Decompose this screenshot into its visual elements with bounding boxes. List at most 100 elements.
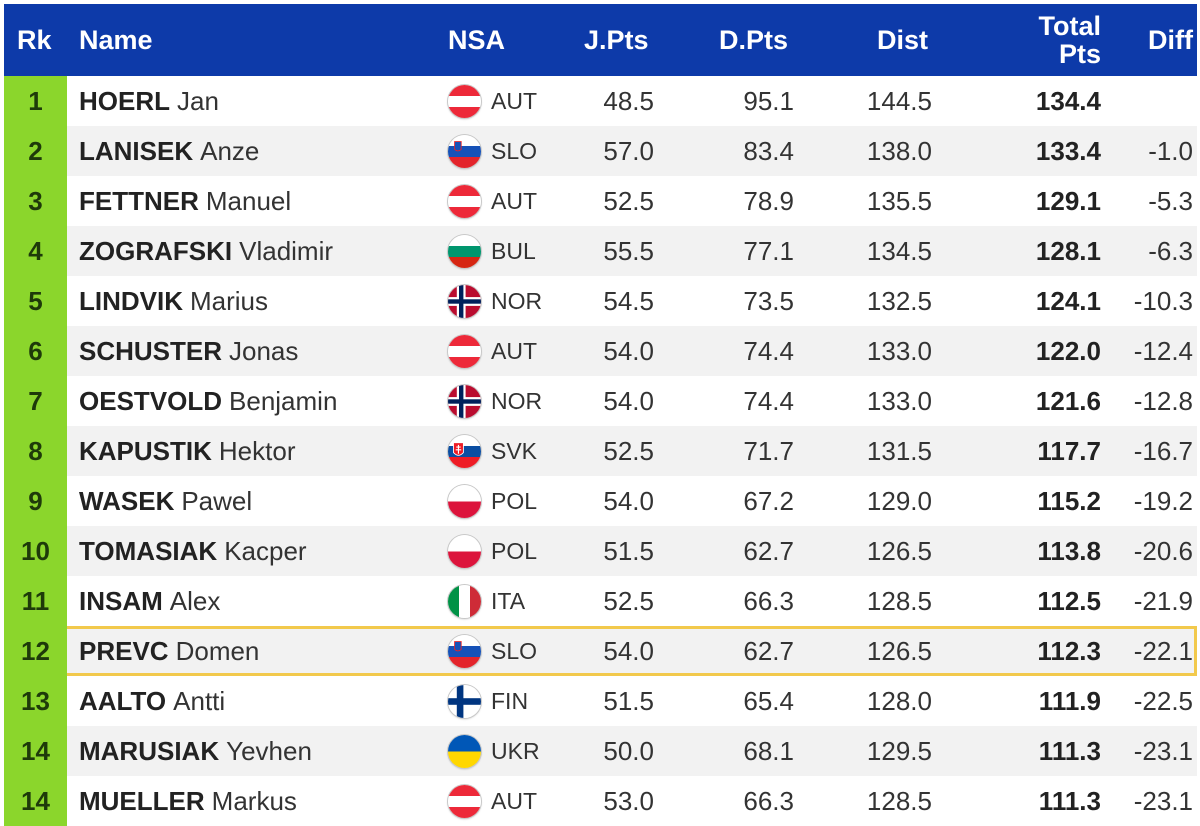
table-row[interactable]: 1 HOERL Jan AUT 48.5 95.1 144.5 134.4 xyxy=(4,76,1197,126)
nsa-code: POL xyxy=(491,537,538,564)
diff: -22.1 xyxy=(1133,635,1193,666)
total-points: 111.3 xyxy=(1038,735,1101,766)
athlete-name[interactable]: LINDVIK Marius xyxy=(79,276,268,326)
header-distance[interactable]: Dist xyxy=(877,24,929,55)
total-points: 117.7 xyxy=(1037,435,1101,466)
athlete-name[interactable]: SCHUSTER Jonas xyxy=(79,326,298,376)
athlete-last-name: LANISEK xyxy=(79,135,194,166)
table-row[interactable]: 4 ZOGRAFSKI Vladimir BUL 55.5 77.1 134.5 128.1-… xyxy=(4,226,1197,276)
athlete-first-name: Alex xyxy=(169,585,221,616)
rank-cell: 10 xyxy=(4,526,67,576)
athlete-name[interactable]: INSAM Alex xyxy=(79,576,220,626)
diff: -6.3 xyxy=(1148,235,1193,266)
header-name[interactable]: Name xyxy=(79,24,153,55)
table-row[interactable]: 9 WASEK Pawel POL 54.0 67.2 129.0 115.2 -19.2 xyxy=(4,476,1197,526)
athlete-last-name: TOMASIAK xyxy=(79,535,218,566)
header-rank[interactable]: Rk xyxy=(17,24,52,55)
table-row[interactable]: 11 INSAM Alex ITA 52.5 66.3 128.5 112.5 -21.9 xyxy=(4,576,1197,626)
athlete-last-name: ZOGRAFSKI xyxy=(79,235,233,266)
total-points: 115.2 xyxy=(1037,485,1101,516)
athlete-last-name: OESTVOLD xyxy=(79,385,223,416)
distance-points: 74.4 xyxy=(743,385,794,416)
header-total-points[interactable]: Total Pts xyxy=(1039,4,1102,76)
total-points: 112.3 xyxy=(1037,635,1101,666)
athlete-name[interactable]: WASEK Pawel xyxy=(79,476,252,526)
distance-points: 73.5 xyxy=(743,285,794,316)
athlete-first-name: Vladimir xyxy=(239,235,334,266)
athlete-name[interactable]: HOERL Jan xyxy=(79,76,219,126)
table-row[interactable]: 14 MUELLER Markus AUT 53.0 66.3 128.5 111.3 -23.… xyxy=(4,776,1197,826)
distance: 138.0 xyxy=(866,135,932,166)
jump-points: 54.0 xyxy=(603,335,654,366)
nsa-code: AUT xyxy=(491,187,537,214)
table-row[interactable]: 2 LANISEK Anze SLO 57.0 83.4 138.0 133.4 -1.0 xyxy=(4,126,1197,176)
distance: 126.5 xyxy=(866,635,932,666)
table-row[interactable]: 5 LINDVIK Marius NOR 54.5 73.5 132.5 124.1 -10.3 xyxy=(4,276,1197,326)
jump-points: 55.5 xyxy=(603,235,654,266)
athlete-name[interactable]: AALTO Antti xyxy=(79,676,225,726)
table-row[interactable]: 14 MARUSIAK Yevhen UKR 50.0 68.1 129.5 111.3 -23… xyxy=(4,726,1197,776)
jump-points: 52.5 xyxy=(603,585,654,616)
header-diff[interactable]: Diff xyxy=(1148,24,1193,55)
table-row[interactable]: 3 FETTNER Manuel AUT 52.5 78.9 135.5 129.1 -5.3 xyxy=(4,176,1197,226)
table-row[interactable]: 10 TOMASIAK Kacper POL 51.5 62.7 126.5 113.8 -20… xyxy=(4,526,1197,576)
athlete-name[interactable]: MARUSIAK Yevhen xyxy=(79,726,312,776)
athlete-name[interactable]: FETTNER Manuel xyxy=(79,176,291,226)
diff: -10.3 xyxy=(1133,285,1193,316)
total-points: 111.3 xyxy=(1038,785,1101,816)
total-points: 134.4 xyxy=(1035,85,1101,116)
header-total-line1: Total xyxy=(1038,11,1102,41)
nsa-code: NOR xyxy=(491,387,543,414)
table-row[interactable]: 13 AALTO Antti FIN 51.5 65.4 128.0 111.9 -22.5 xyxy=(4,676,1197,726)
results-table: Rk Name NSA J.Pts D.Pts Dist Total Pts D… xyxy=(4,4,1197,826)
distance: 128.0 xyxy=(866,685,932,716)
athlete-first-name: Kacper xyxy=(224,535,307,566)
athlete-name[interactable]: PREVC Domen xyxy=(79,626,259,676)
rank-cell: 3 xyxy=(4,176,67,226)
jump-points: 54.0 xyxy=(603,385,654,416)
athlete-first-name: Antti xyxy=(173,685,226,716)
distance: 135.5 xyxy=(866,185,932,216)
table-row[interactable]: 12 PREVC Domen SLO 54.0 62.7 126.5 112.3 -22.1 xyxy=(4,626,1197,676)
nsa-code: AUT xyxy=(491,87,537,114)
rank-cell: 14 xyxy=(4,726,67,776)
nsa-code: AUT xyxy=(491,787,537,814)
norway-flag-icon xyxy=(448,284,481,318)
athlete-name[interactable]: OESTVOLD Benjamin xyxy=(79,376,337,426)
diff: -23.1 xyxy=(1133,735,1193,766)
athlete-name[interactable]: KAPUSTIK Hektor xyxy=(79,426,295,476)
austria-flag-icon xyxy=(448,784,481,818)
jump-points: 52.5 xyxy=(603,185,654,216)
athlete-last-name: WASEK xyxy=(79,485,175,516)
table-row[interactable]: 7 OESTVOLD Benjamin NOR 54.0 74.4 133.0 121.6 -1… xyxy=(4,376,1197,426)
rank-cell: 7 xyxy=(4,376,67,426)
nsa-code: POL xyxy=(491,487,538,514)
bulgaria-flag-icon xyxy=(448,234,481,268)
distance-points: 95.1 xyxy=(743,85,794,116)
table-row[interactable]: 6 SCHUSTER Jonas AUT 54.0 74.4 133.0 122.0 -12.4 xyxy=(4,326,1197,376)
distance: 129.5 xyxy=(866,735,932,766)
table-header: Rk Name NSA J.Pts D.Pts Dist Total Pts D… xyxy=(4,4,1197,76)
athlete-name[interactable]: ZOGRAFSKI Vladimir xyxy=(79,226,333,276)
poland-flag-icon xyxy=(448,534,481,568)
athlete-name[interactable]: LANISEK Anze xyxy=(79,126,259,176)
athlete-first-name: Hektor xyxy=(218,435,296,466)
distance-points: 83.4 xyxy=(743,135,794,166)
header-distance-points[interactable]: D.Pts xyxy=(719,24,789,55)
total-points: 111.9 xyxy=(1038,685,1101,716)
rank-cell: 9 xyxy=(4,476,67,526)
distance-points: 71.7 xyxy=(743,435,794,466)
table-row[interactable]: 8 KAPUSTIK Hektor SVK 52.5 71.7 131.5 117.7 -16.… xyxy=(4,426,1197,476)
rank-cell: 5 xyxy=(4,276,67,326)
athlete-name[interactable]: TOMASIAK Kacper xyxy=(79,526,307,576)
nsa-code: AUT xyxy=(491,337,537,364)
athlete-name[interactable]: MUELLER Markus xyxy=(79,776,297,826)
athlete-first-name: Jan xyxy=(177,85,219,116)
athlete-last-name: PREVC xyxy=(79,635,169,666)
distance-points: 62.7 xyxy=(743,535,794,566)
header-nsa[interactable]: NSA xyxy=(448,24,506,55)
total-points: 113.8 xyxy=(1037,535,1101,566)
distance: 132.5 xyxy=(866,285,932,316)
table-body: 1 HOERL Jan AUT 48.5 95.1 144.5 134.4 2 LANISEK An… xyxy=(4,76,1197,826)
header-jump-points[interactable]: J.Pts xyxy=(584,24,649,55)
